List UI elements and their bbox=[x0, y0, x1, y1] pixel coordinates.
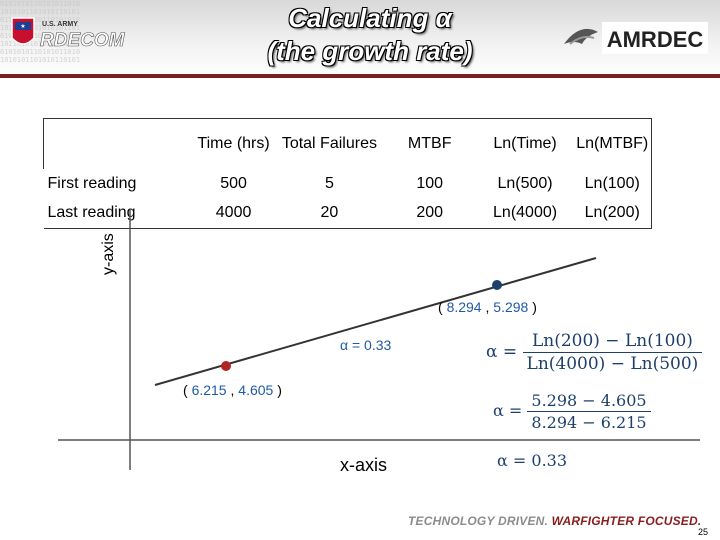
header-divider-bar bbox=[0, 74, 720, 78]
svg-text:★: ★ bbox=[20, 23, 25, 30]
x-axis-label: x-axis bbox=[340, 455, 388, 475]
slope-label: α = 0.33 bbox=[340, 337, 392, 353]
data-table: Time (hrs) Total Failures MTBF Ln(Time) … bbox=[43, 118, 653, 229]
table-cell: Ln(100) bbox=[573, 168, 653, 199]
table-cell: 20 bbox=[275, 198, 383, 229]
army-shield-icon: ★ bbox=[11, 17, 35, 45]
eagle-emblem-icon bbox=[564, 28, 598, 45]
table-cell: Ln(4000) bbox=[476, 198, 574, 229]
numerator: 5.298 − 4.605 bbox=[527, 391, 651, 412]
page-number: 25 bbox=[697, 527, 708, 537]
table-cell: 100 bbox=[382, 168, 477, 199]
table-header-cell: Ln(MTBF) bbox=[573, 118, 653, 169]
binary-pattern-decoration: 0101010110101011010 1010101101010110101 01… bbox=[0, 0, 81, 64]
point-last-y: 5.298 bbox=[493, 299, 529, 315]
fraction: Ln(200) − Ln(100) Ln(4000) − Ln(500) bbox=[522, 331, 703, 374]
formula-values: α = 5.298 − 4.605 8.294 − 6.215 bbox=[493, 391, 651, 432]
table-cell: 4000 bbox=[191, 198, 276, 229]
y-axis-label: y-axis bbox=[100, 233, 117, 275]
paren-open: ( bbox=[183, 382, 188, 398]
separator: , bbox=[485, 299, 490, 315]
point-last-x: 8.294 bbox=[446, 299, 482, 315]
page-title: Calculating α (the growth rate) bbox=[200, 2, 540, 68]
denominator: Ln(4000) − Ln(500) bbox=[526, 354, 699, 374]
table-cell: Ln(500) bbox=[476, 168, 574, 199]
paren-open: ( bbox=[438, 299, 443, 315]
table-row: Last reading 4000 20 200 Ln(4000) Ln(200… bbox=[43, 198, 653, 229]
point-last-reading bbox=[492, 280, 502, 290]
point-first-y: 4.605 bbox=[238, 382, 274, 398]
numerator: Ln(200) − Ln(100) bbox=[522, 331, 703, 353]
table-header-cell: MTBF bbox=[382, 118, 477, 169]
denominator: 8.294 − 6.215 bbox=[531, 413, 647, 432]
table-row: First reading 500 5 100 Ln(500) Ln(100) bbox=[43, 168, 653, 199]
slogan-red: WARFIGHTER FOCUSED. bbox=[551, 514, 702, 528]
separator: , bbox=[230, 382, 235, 398]
table-cell: Last reading bbox=[43, 198, 192, 229]
table-cell: Ln(200) bbox=[573, 198, 653, 229]
footer-slogan: TECHNOLOGY DRIVEN. WARFIGHTER FOCUSED. bbox=[408, 514, 701, 528]
svg-text:RDECOM: RDECOM bbox=[40, 30, 126, 51]
table-header-cell: Time (hrs) bbox=[191, 118, 276, 169]
table-header-row: Time (hrs) Total Failures MTBF Ln(Time) … bbox=[43, 118, 653, 169]
header-banner: 0101010110101011010 1010101101010110101 01… bbox=[0, 0, 720, 80]
point-first-label: ( 6.215 , 4.605 ) bbox=[183, 382, 282, 398]
point-last-label: ( 8.294 , 5.298 ) bbox=[438, 299, 537, 315]
table-header-cell: Total Failures bbox=[275, 118, 383, 169]
alpha-symbol: α = bbox=[486, 342, 518, 362]
title-line-2: (the growth rate) bbox=[267, 36, 473, 66]
table-cell: First reading bbox=[43, 168, 192, 199]
table-header-cell: Ln(Time) bbox=[476, 118, 574, 169]
formula-result: α = 0.33 bbox=[497, 451, 568, 470]
point-first-x: 6.215 bbox=[191, 382, 227, 398]
paren-close: ) bbox=[277, 382, 282, 398]
table-cell: 200 bbox=[382, 198, 477, 229]
title-line-1: Calculating α bbox=[288, 3, 452, 33]
alpha-symbol: α = bbox=[493, 401, 523, 420]
table-cell: 5 bbox=[275, 168, 383, 199]
svg-text:AMRDEC: AMRDEC bbox=[607, 27, 704, 52]
rdecom-logo: ★ U.S. ARMY RDECOM bbox=[11, 17, 126, 51]
fraction: 5.298 − 4.605 8.294 − 6.215 bbox=[527, 391, 651, 432]
formula-ln: α = Ln(200) − Ln(100) Ln(4000) − Ln(500) bbox=[486, 331, 703, 374]
table-cell: 500 bbox=[191, 168, 276, 199]
slogan-gray: TECHNOLOGY DRIVEN. bbox=[408, 514, 549, 528]
table-header-cell bbox=[43, 118, 192, 169]
paren-close: ) bbox=[532, 299, 537, 315]
svg-text:U.S. ARMY: U.S. ARMY bbox=[42, 21, 78, 28]
amrdec-logo: AMRDEC bbox=[564, 22, 708, 54]
point-first-reading bbox=[221, 361, 231, 371]
